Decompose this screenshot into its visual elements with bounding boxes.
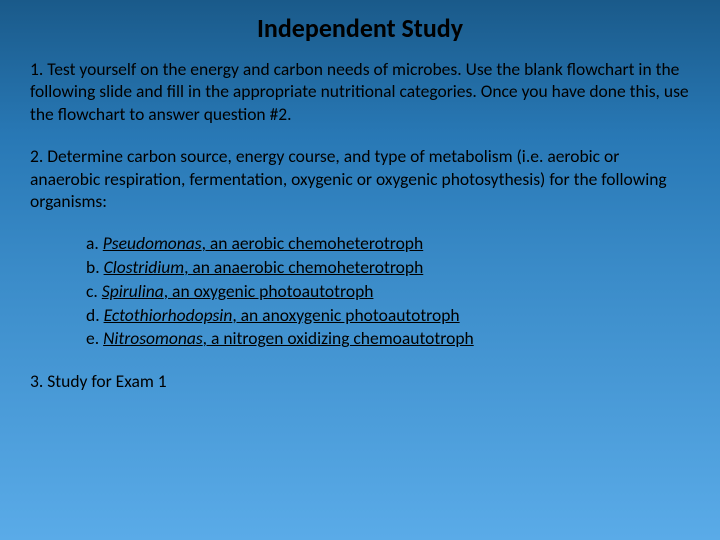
- question-1: 1. Test yourself on the energy and carbo…: [30, 58, 690, 125]
- list-item: d. Ectothiorhodopsin, an anoxygenic phot…: [86, 304, 690, 327]
- slide-content: Independent Study 1. Test yourself on th…: [0, 0, 720, 432]
- item-label: a.: [86, 232, 103, 254]
- list-item: b. Clostridium, an anaerobic chemohetero…: [86, 256, 690, 279]
- organism-list: a. Pseudomonas, an aerobic chemoheterotr…: [86, 232, 690, 350]
- item-label: b.: [86, 256, 104, 278]
- item-label: e.: [86, 327, 103, 349]
- organism-desc: , an aerobic chemoheterotroph: [202, 232, 424, 254]
- organism-desc: , an anaerobic chemoheterotroph: [184, 256, 423, 278]
- list-item: a. Pseudomonas, an aerobic chemoheterotr…: [86, 232, 690, 255]
- organism-name: Ectothiorhodopsin: [104, 304, 233, 326]
- list-item: c. Spirulina, an oxygenic photoautotroph: [86, 280, 690, 303]
- organism-desc: , a nitrogen oxidizing chemoautotroph: [203, 327, 474, 349]
- organism-desc: , an anoxygenic photoautotroph: [232, 304, 459, 326]
- question-2: 2. Determine carbon source, energy cours…: [30, 145, 690, 212]
- question-3: 3. Study for Exam 1: [30, 370, 690, 392]
- organism-name: Pseudomonas: [103, 232, 202, 254]
- list-item: e. Nitrosomonas, a nitrogen oxidizing ch…: [86, 327, 690, 350]
- item-label: d.: [86, 304, 104, 326]
- item-label: c.: [86, 280, 102, 302]
- organism-name: Spirulina: [102, 280, 164, 302]
- organism-name: Clostridium: [104, 256, 185, 278]
- organism-desc: , an oxygenic photoautotroph: [164, 280, 374, 302]
- organism-name: Nitrosomonas: [103, 327, 203, 349]
- slide-title: Independent Study: [130, 12, 590, 44]
